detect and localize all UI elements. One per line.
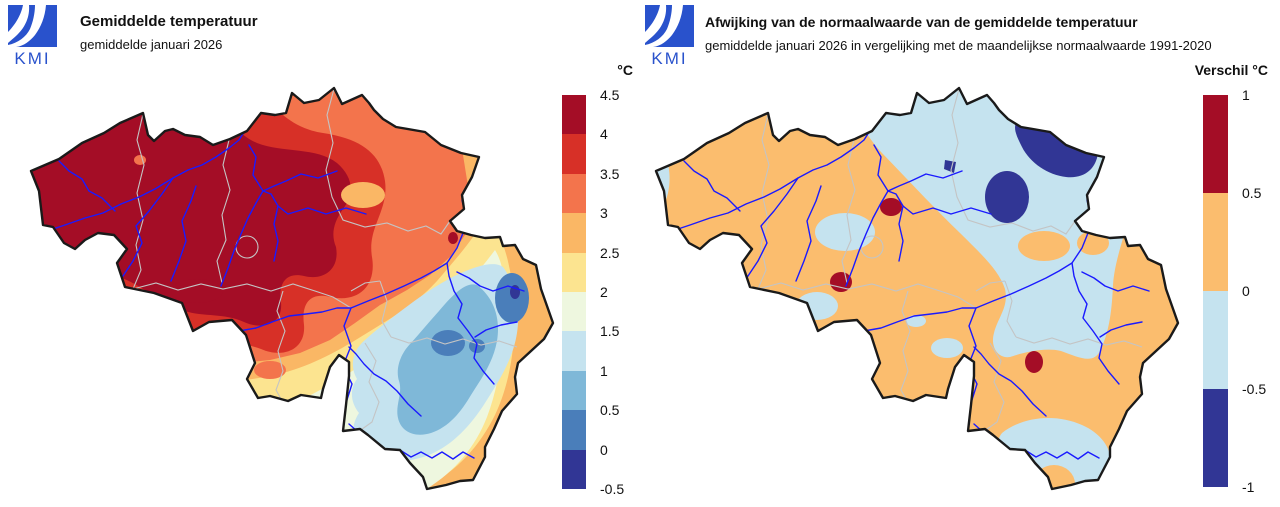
legend-color-segment bbox=[562, 134, 586, 174]
map-region bbox=[1018, 231, 1070, 261]
map-region bbox=[448, 232, 458, 244]
page-title: Afwijking van de normaalwaarde van de ge… bbox=[705, 14, 1138, 30]
legend-tick-label: 2.5 bbox=[600, 244, 620, 261]
legend-color-segment bbox=[562, 449, 586, 489]
map-region bbox=[985, 171, 1029, 223]
legend-tick-label: -1 bbox=[1242, 479, 1255, 495]
legend-tick-label: 1 bbox=[600, 362, 608, 379]
kmi-logo-text: KMI bbox=[651, 49, 688, 68]
country-border bbox=[654, 86, 1180, 491]
legend-color-segment bbox=[562, 213, 586, 253]
map-region bbox=[341, 182, 385, 208]
legend-title: Verschil °C bbox=[1194, 62, 1268, 78]
legend-color-segment bbox=[1203, 193, 1228, 291]
map-region bbox=[171, 279, 223, 303]
page-subtitle: gemiddelde januari 2026 in vergelijking … bbox=[705, 38, 1212, 53]
legend-color-segment bbox=[562, 173, 586, 214]
map-region bbox=[1122, 319, 1174, 351]
map-region bbox=[796, 292, 838, 320]
legend-color-segment bbox=[562, 410, 586, 450]
legend-tick-label: 0.5 bbox=[600, 402, 620, 419]
legend-tick-label: 1.5 bbox=[600, 323, 620, 340]
legend-bar bbox=[1203, 95, 1228, 487]
legend-color-segment bbox=[1203, 291, 1228, 389]
map-region bbox=[815, 213, 875, 251]
kmi-logo: KMI bbox=[8, 5, 57, 69]
legend-color-segment bbox=[562, 252, 586, 292]
legend-tick-label: 1 bbox=[1242, 87, 1250, 103]
legend-title: °C bbox=[617, 62, 633, 78]
map-region bbox=[880, 198, 902, 216]
legend-tick-label: 4.5 bbox=[600, 87, 620, 103]
legend-tick-label: -0.5 bbox=[600, 481, 625, 497]
map-region bbox=[397, 284, 499, 435]
legend-tick-label: 2 bbox=[600, 284, 608, 300]
kmi-logo-icon bbox=[8, 5, 57, 47]
map-region bbox=[134, 155, 146, 165]
map-region bbox=[296, 413, 330, 433]
legend-tick-label: 4 bbox=[600, 126, 608, 143]
map-region bbox=[830, 272, 852, 292]
legend-tick-label: 0 bbox=[1242, 283, 1250, 299]
province-borders bbox=[132, 88, 518, 433]
map-region bbox=[931, 338, 963, 358]
legend-tick-label: -0.5 bbox=[1242, 381, 1267, 397]
kmi-logo-text: KMI bbox=[14, 49, 51, 68]
map-region bbox=[495, 273, 529, 323]
legend-color-segment bbox=[562, 291, 586, 332]
legend-color-segment bbox=[1203, 95, 1228, 193]
legend-color-segment bbox=[562, 95, 586, 135]
belgium-temperature-map bbox=[29, 86, 555, 491]
page-title: Gemiddelde temperatuur bbox=[80, 13, 258, 30]
map-region bbox=[351, 472, 403, 489]
legend-color-segment bbox=[1203, 389, 1228, 487]
legend-tick-label: 3 bbox=[600, 205, 608, 222]
legend-color-segment bbox=[562, 331, 586, 371]
kmi-logo: KMI bbox=[645, 5, 694, 69]
legend-bar bbox=[562, 95, 586, 489]
map-region bbox=[254, 361, 286, 379]
map-region bbox=[1033, 465, 1075, 489]
map-region bbox=[1025, 351, 1043, 373]
kmi-logo-icon bbox=[645, 5, 694, 47]
country-border bbox=[29, 86, 555, 491]
map-region bbox=[906, 315, 926, 327]
page-subtitle: gemiddelde januari 2026 bbox=[80, 37, 223, 52]
legend-tick-label: 3.5 bbox=[600, 165, 620, 182]
legend-color-segment bbox=[562, 370, 586, 411]
belgium-anomaly-map bbox=[654, 86, 1180, 491]
province-borders bbox=[757, 88, 1143, 433]
legend-tick-label: 0.5 bbox=[1242, 185, 1262, 201]
legend-tick-label: 0 bbox=[600, 441, 608, 458]
